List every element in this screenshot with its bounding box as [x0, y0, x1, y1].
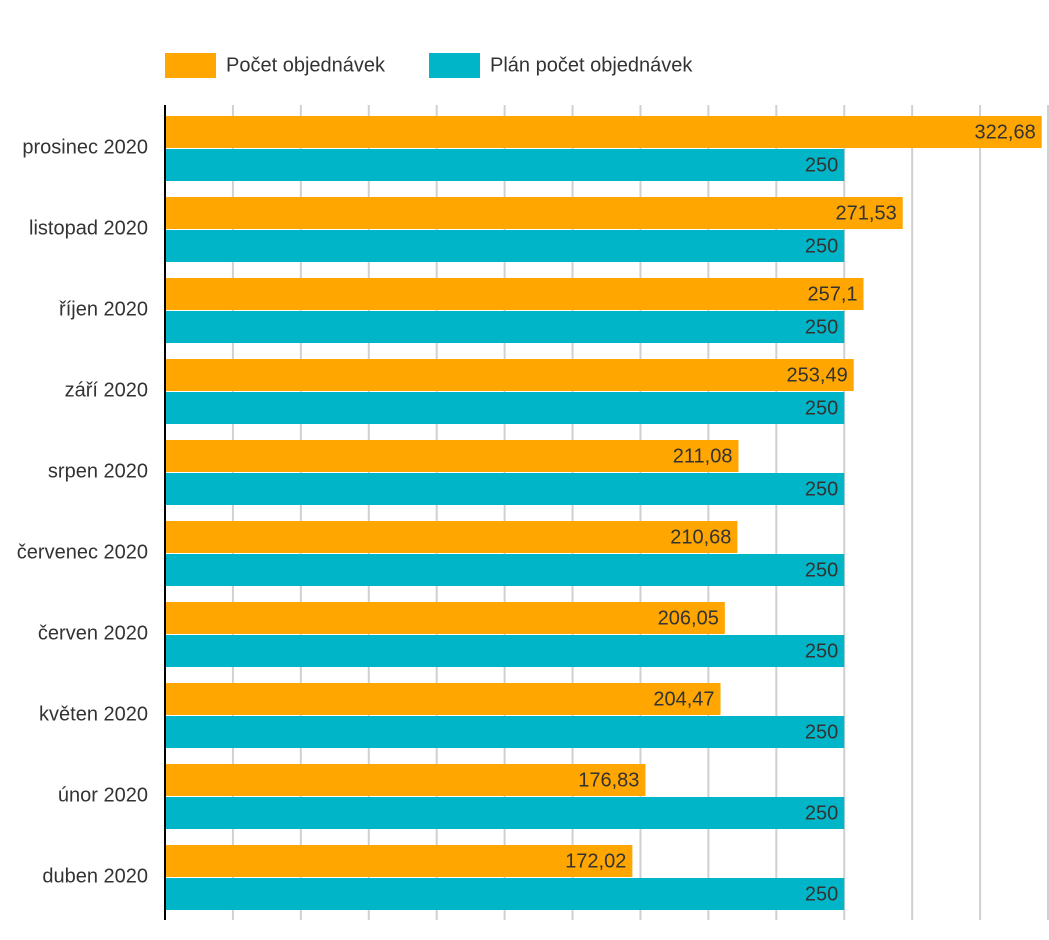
- y-tick-label: prosinec 2020: [22, 136, 148, 158]
- data-label: 250: [805, 559, 838, 581]
- x-tick-label: 150: [556, 938, 589, 940]
- y-tick-label: listopad 2020: [29, 217, 148, 239]
- bar: [165, 845, 633, 877]
- legend-swatch: [165, 53, 216, 78]
- data-label: 210,68: [670, 526, 731, 548]
- bar: [165, 521, 738, 553]
- bar: [165, 797, 845, 829]
- bar: [165, 149, 845, 181]
- y-tick-label: srpen 2020: [48, 460, 148, 482]
- bar: [165, 683, 721, 715]
- data-label: 206,05: [658, 607, 719, 629]
- data-label: 250: [805, 397, 838, 419]
- data-label: 253,49: [787, 364, 848, 386]
- legend-label: Počet objednávek: [226, 54, 386, 76]
- data-label: 322,68: [975, 121, 1036, 143]
- bar: [165, 764, 646, 796]
- y-tick-label: duben 2020: [42, 865, 148, 887]
- x-tick-label: 50: [290, 938, 312, 940]
- x-tick-label: 200: [692, 938, 725, 940]
- bar: [165, 278, 864, 310]
- bar: [165, 230, 845, 262]
- x-tick-label: 300: [963, 938, 996, 940]
- x-tick-label: 0: [159, 938, 170, 940]
- bar: [165, 359, 854, 391]
- y-tick-label: květen 2020: [39, 703, 148, 725]
- y-tick-label: říjen 2020: [59, 298, 148, 320]
- y-tick-label: červenec 2020: [17, 541, 148, 563]
- y-tick-label: únor 2020: [58, 784, 148, 806]
- bar: [165, 716, 845, 748]
- data-label: 211,08: [673, 445, 733, 467]
- bar: [165, 602, 725, 634]
- bar: [165, 392, 845, 424]
- data-label: 250: [805, 721, 838, 743]
- bar: [165, 473, 845, 505]
- bar: [165, 440, 739, 472]
- data-label: 257,1: [807, 283, 857, 305]
- y-tick-label: září 2020: [65, 379, 148, 401]
- data-label: 250: [805, 235, 838, 257]
- bar: [165, 116, 1042, 148]
- data-label: 250: [805, 883, 838, 905]
- data-label: 176,83: [578, 769, 639, 791]
- bar: [165, 554, 845, 586]
- legend-swatch: [429, 53, 481, 78]
- data-label: 250: [805, 478, 838, 500]
- x-tick-label: 100: [420, 938, 453, 940]
- data-label: 271,53: [836, 202, 897, 224]
- data-label: 250: [805, 802, 838, 824]
- data-label: 250: [805, 154, 838, 176]
- bar: [165, 197, 903, 229]
- legend-label: Plán počet objednávek: [490, 54, 693, 76]
- bar: [165, 878, 845, 910]
- bar: [165, 311, 845, 343]
- x-tick-label: 250: [828, 938, 861, 940]
- y-tick-label: červen 2020: [38, 622, 148, 644]
- data-label: 250: [805, 316, 838, 338]
- bar: [165, 635, 845, 667]
- data-label: 204,47: [653, 688, 714, 710]
- data-label: 250: [805, 640, 838, 662]
- data-label: 172,02: [565, 850, 626, 872]
